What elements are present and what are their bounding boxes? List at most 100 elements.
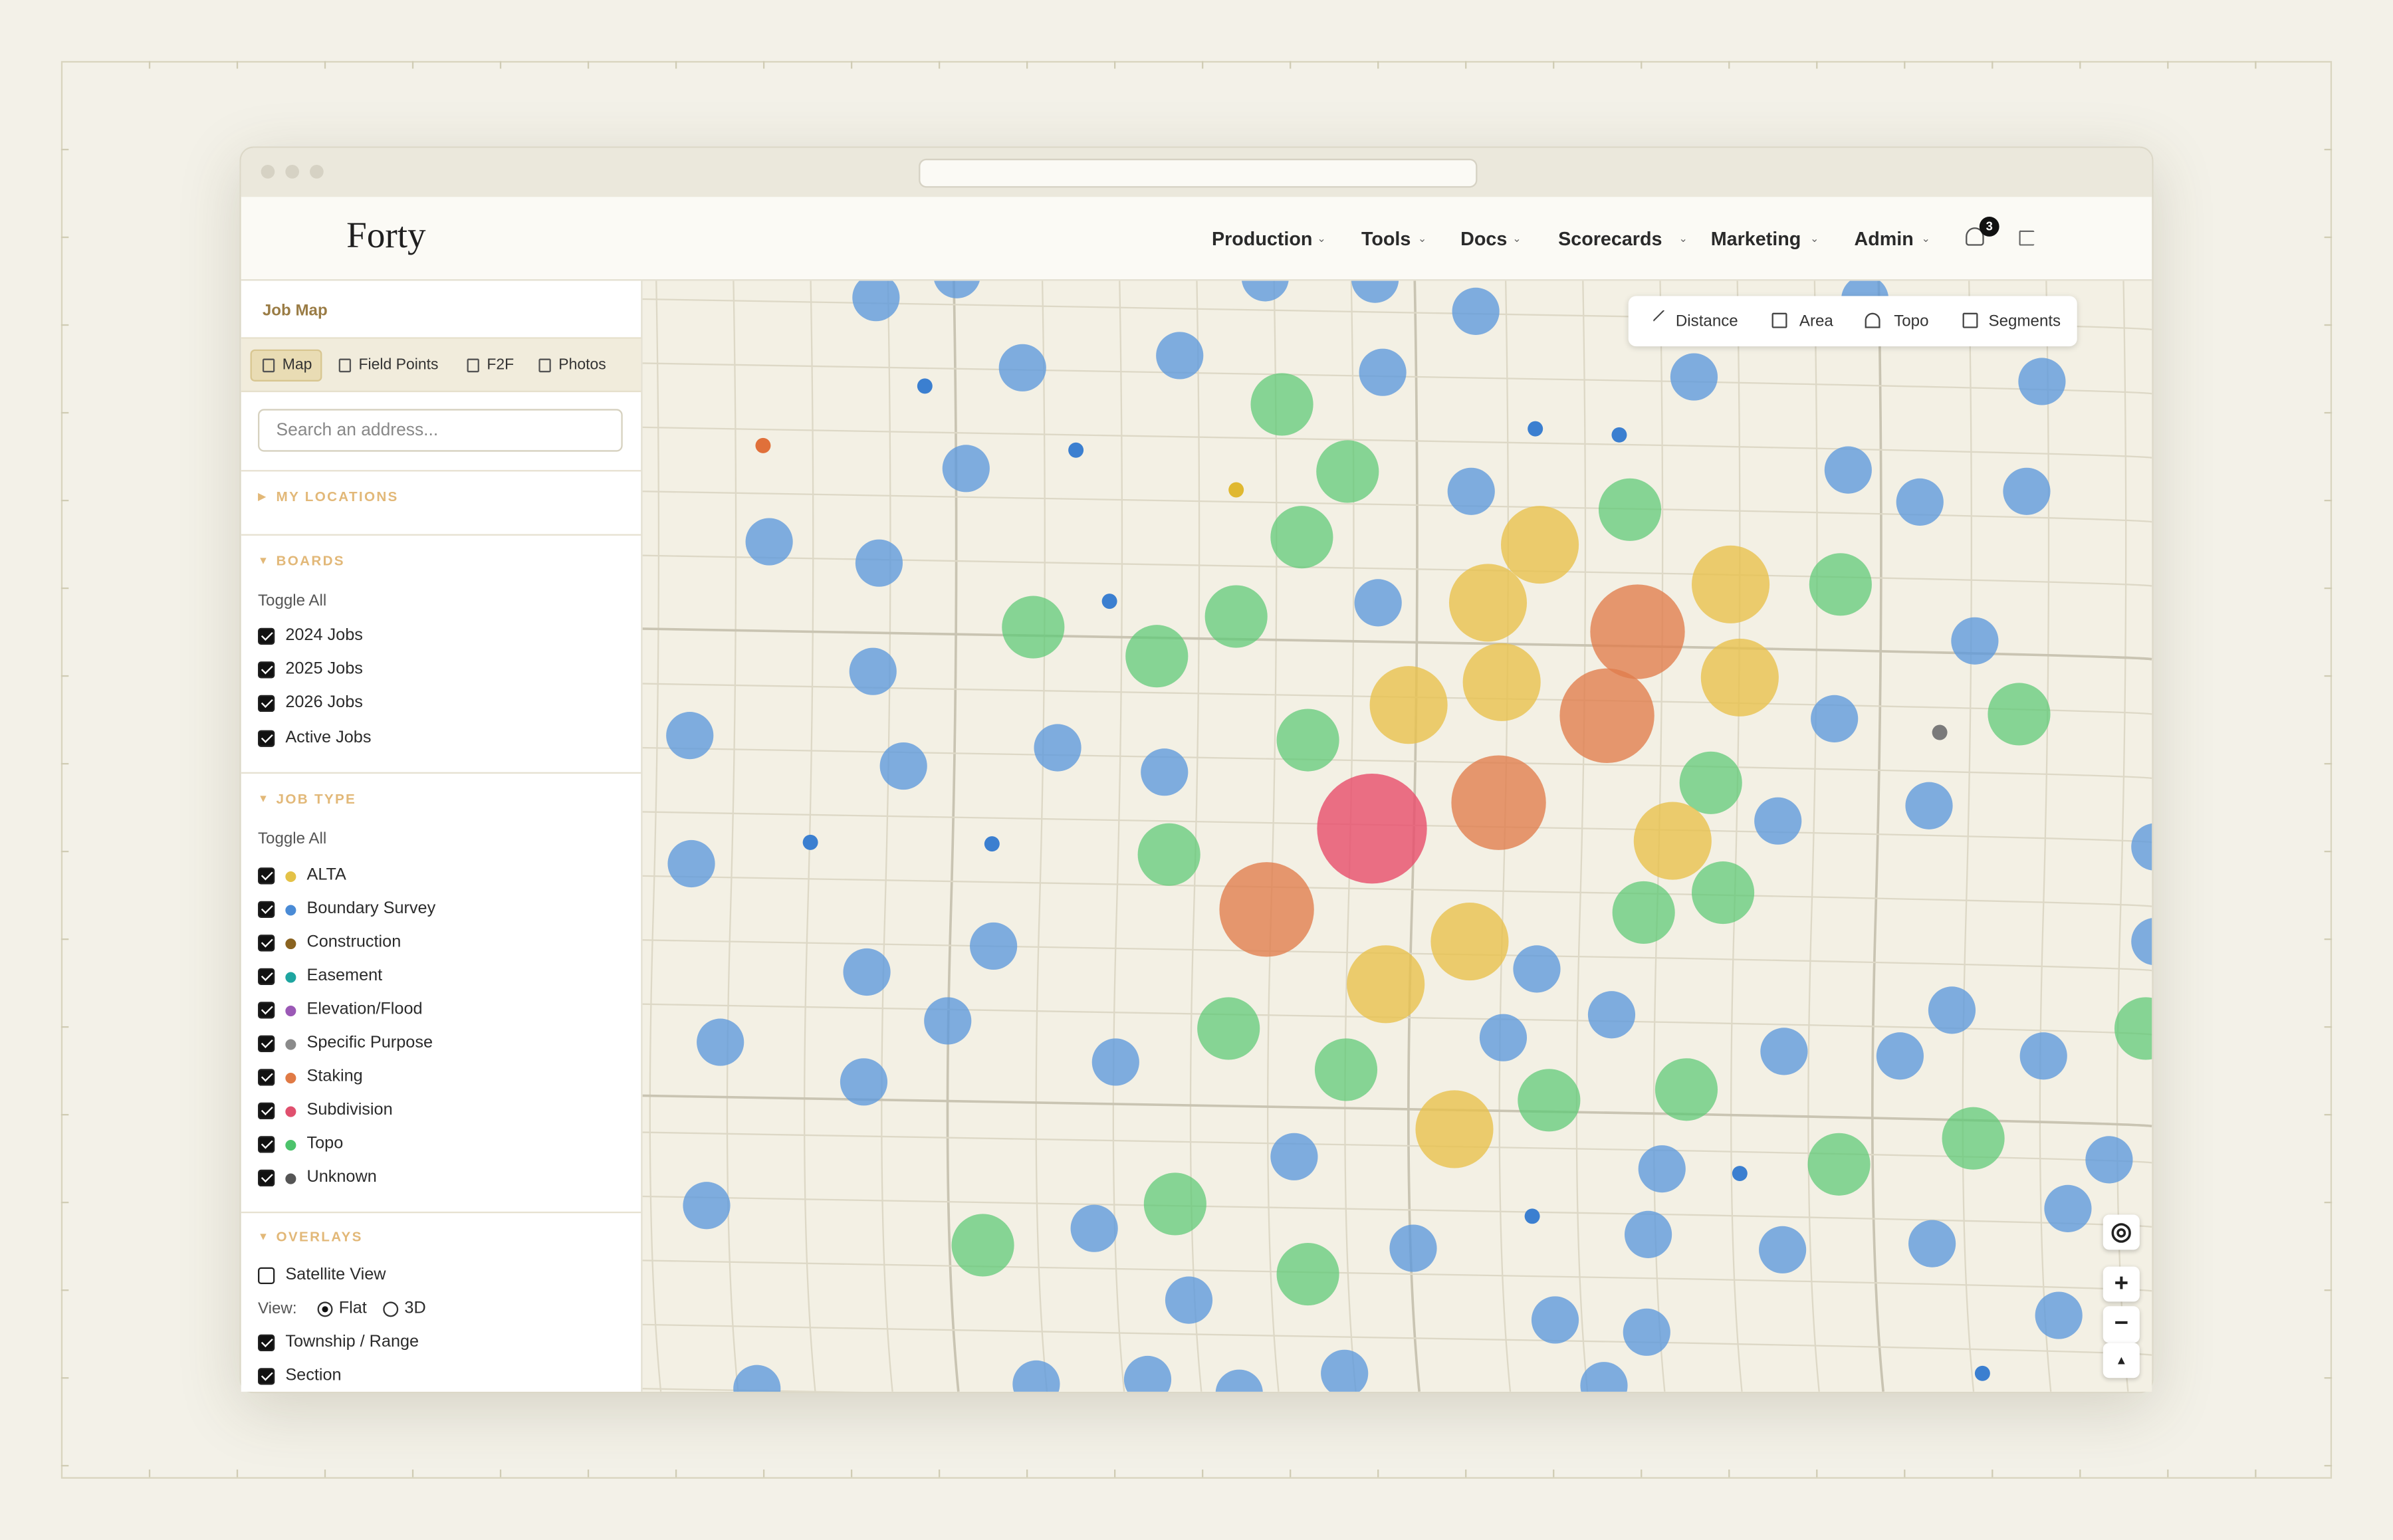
map-tool[interactable]: Segments xyxy=(1988,312,2061,331)
window-dot xyxy=(261,164,275,179)
job-marker xyxy=(2131,918,2152,965)
checkbox[interactable] xyxy=(258,900,275,917)
checkbox[interactable] xyxy=(258,1368,275,1385)
checkbox-label: Elevation/Flood xyxy=(306,999,423,1018)
job-marker xyxy=(1317,774,1427,884)
map-road xyxy=(642,811,2152,843)
checkbox[interactable] xyxy=(258,661,275,679)
job-marker xyxy=(1942,1107,2005,1170)
tool-icon xyxy=(1962,312,1978,328)
job-marker xyxy=(1700,638,1779,716)
job-marker xyxy=(1123,1355,1172,1392)
notifications-bell[interactable] xyxy=(1966,227,1984,246)
nav-item[interactable]: Docs xyxy=(1460,228,1508,250)
address-bar[interactable] xyxy=(919,158,1478,188)
toggle-all[interactable]: Toggle All xyxy=(258,829,327,848)
job-marker xyxy=(1518,1069,1581,1132)
checkbox[interactable] xyxy=(258,1135,275,1153)
search-input[interactable]: Search an address... xyxy=(258,409,623,452)
job-marker xyxy=(1633,802,1712,880)
job-marker xyxy=(1143,1172,1206,1236)
nav-item[interactable]: Production xyxy=(1211,228,1313,250)
job-marker xyxy=(1612,881,1675,944)
job-marker xyxy=(1452,287,1500,335)
job-marker xyxy=(1908,1220,1956,1267)
radio[interactable] xyxy=(317,1301,333,1317)
section-title[interactable]: OVERLAYS xyxy=(276,1229,363,1245)
divider xyxy=(241,772,641,774)
job-marker xyxy=(1811,695,1859,742)
checkbox[interactable] xyxy=(258,1267,275,1284)
job-marker xyxy=(855,539,903,587)
divider xyxy=(241,534,641,536)
map-road xyxy=(642,1260,2152,1292)
map-layer xyxy=(642,280,2152,1392)
tab[interactable]: Field Points xyxy=(358,357,439,374)
checkbox[interactable] xyxy=(258,934,275,951)
job-marker xyxy=(1809,553,1872,616)
map-tool[interactable]: Area xyxy=(1799,312,1833,331)
map-control[interactable]: − xyxy=(2103,1306,2140,1343)
job-marker xyxy=(970,922,1018,970)
checkbox[interactable] xyxy=(258,1334,275,1352)
tool-icon xyxy=(1771,312,1787,328)
job-map[interactable] xyxy=(642,280,2152,1392)
job-marker xyxy=(1415,1090,1494,1168)
checkbox-label: Township / Range xyxy=(285,1333,419,1352)
tab[interactable]: F2F xyxy=(487,357,514,374)
checkbox[interactable] xyxy=(258,1168,275,1186)
section-title[interactable]: MY LOCATIONS xyxy=(276,489,399,504)
view-label: View: xyxy=(258,1299,297,1319)
type-swatch xyxy=(285,1038,296,1049)
section-title[interactable]: JOB TYPE xyxy=(276,791,357,807)
checkbox[interactable] xyxy=(258,627,275,645)
job-marker xyxy=(840,1058,888,1106)
map-tool[interactable]: Topo xyxy=(1894,312,1929,331)
nav-item[interactable]: Admin xyxy=(1854,228,1914,250)
radio[interactable] xyxy=(383,1301,399,1317)
job-marker xyxy=(924,997,972,1045)
job-marker xyxy=(1896,478,1944,526)
tab[interactable]: Photos xyxy=(558,357,606,374)
logout-button[interactable] xyxy=(2019,230,2035,246)
checkbox[interactable] xyxy=(258,729,275,746)
job-marker xyxy=(1012,1360,1060,1392)
checkbox[interactable] xyxy=(258,1068,275,1085)
tab[interactable]: Map xyxy=(282,357,312,374)
toggle-all[interactable]: Toggle All xyxy=(258,592,327,610)
job-marker xyxy=(1824,446,1872,494)
job-marker xyxy=(1732,1166,1748,1182)
map-control[interactable]: ◎ xyxy=(2103,1214,2140,1250)
checkbox[interactable] xyxy=(258,967,275,984)
section-title[interactable]: BOARDS xyxy=(276,553,345,569)
job-marker xyxy=(942,445,990,493)
job-marker xyxy=(1587,991,1636,1039)
map-control[interactable]: + xyxy=(2103,1266,2140,1302)
job-marker xyxy=(733,1365,781,1392)
checkbox[interactable] xyxy=(258,1034,275,1051)
job-marker xyxy=(1091,1038,1139,1086)
checkbox[interactable] xyxy=(258,1001,275,1018)
checkbox[interactable] xyxy=(258,1101,275,1119)
section-caret: ▼ xyxy=(258,556,269,567)
checkbox[interactable] xyxy=(258,867,275,884)
map-tools: Distance Area Topo Segments xyxy=(1628,296,2077,347)
map-road xyxy=(642,491,2152,523)
map-control[interactable]: ▲ xyxy=(2103,1343,2140,1378)
checkbox-label: 2026 Jobs xyxy=(285,694,363,713)
checkbox-label: Satellite View xyxy=(285,1265,386,1284)
job-marker xyxy=(2044,1184,2092,1232)
browser-toolbar xyxy=(241,148,2152,199)
map-tool[interactable]: Distance xyxy=(1675,312,1738,331)
map-road xyxy=(803,280,816,1392)
checkbox-label: Active Jobs xyxy=(285,728,372,746)
checkbox[interactable] xyxy=(258,695,275,713)
type-swatch xyxy=(285,1105,296,1117)
nav-item[interactable]: Tools xyxy=(1361,228,1411,250)
job-marker xyxy=(1276,1243,1339,1306)
nav-item[interactable]: Scorecards xyxy=(1558,228,1662,250)
nav-item[interactable]: Marketing xyxy=(1710,228,1801,250)
checkbox-label: Boundary Survey xyxy=(306,899,436,917)
job-marker xyxy=(2114,997,2152,1060)
job-marker xyxy=(951,1214,1014,1277)
